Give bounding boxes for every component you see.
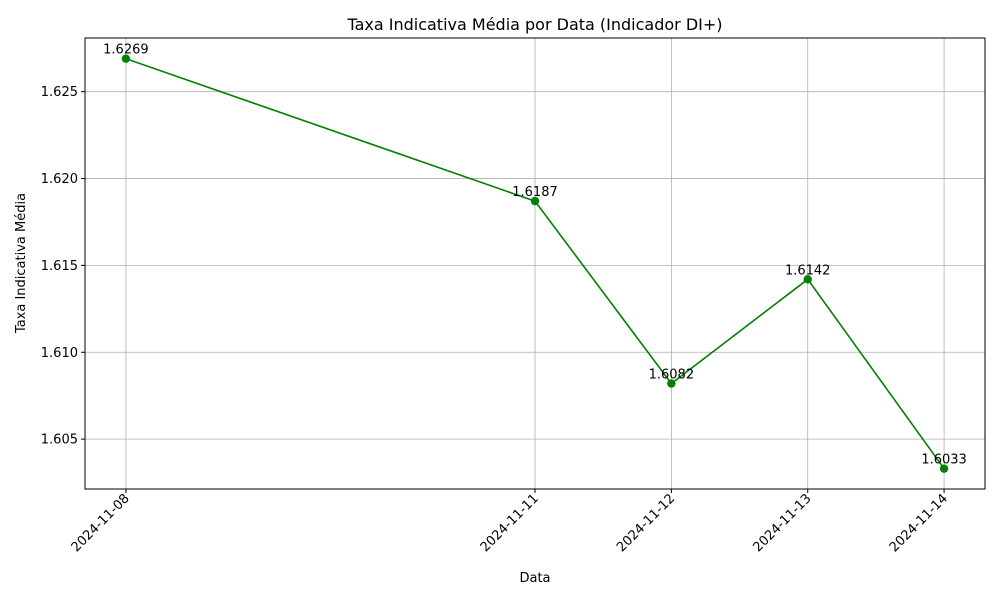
x-tick-label: 2024-11-13 — [751, 491, 815, 555]
y-tick-label: 1.620 — [41, 172, 78, 187]
y-tick-label: 1.615 — [41, 259, 78, 274]
data-point — [530, 196, 540, 206]
x-tick-label: 2024-11-12 — [614, 491, 678, 555]
grid-lines — [85, 38, 985, 489]
data-label: 1.6269 — [103, 43, 149, 58]
x-tick-label: 2024-11-08 — [69, 491, 133, 555]
data-label: 1.6187 — [512, 185, 558, 200]
axis-ticks: 1.605 1.610 1.615 1.620 1.625 2024-11-08 2024-… — [41, 85, 951, 555]
x-axis-label: Data — [519, 571, 550, 586]
y-tick-label: 1.625 — [41, 85, 78, 100]
data-point — [667, 379, 676, 388]
y-axis-label: Taxa Indicativa Média — [14, 193, 29, 334]
data-label: 1.6033 — [921, 453, 967, 468]
data-label: 1.6142 — [785, 263, 831, 278]
data-labels: 1.6269 1.6187 1.6082 1.6142 1.6033 — [103, 43, 967, 468]
y-tick-label: 1.610 — [41, 346, 78, 361]
y-tick-label: 1.605 — [41, 433, 78, 448]
data-label: 1.6082 — [649, 368, 695, 383]
chart-title: Taxa Indicativa Média por Data (Indicado… — [346, 15, 722, 34]
data-point — [939, 464, 949, 473]
series-line-group — [121, 54, 949, 473]
x-tick-label: 2024-11-14 — [887, 491, 951, 555]
x-tick-label: 2024-11-11 — [478, 491, 542, 555]
data-point — [121, 54, 131, 63]
data-point — [803, 275, 812, 284]
